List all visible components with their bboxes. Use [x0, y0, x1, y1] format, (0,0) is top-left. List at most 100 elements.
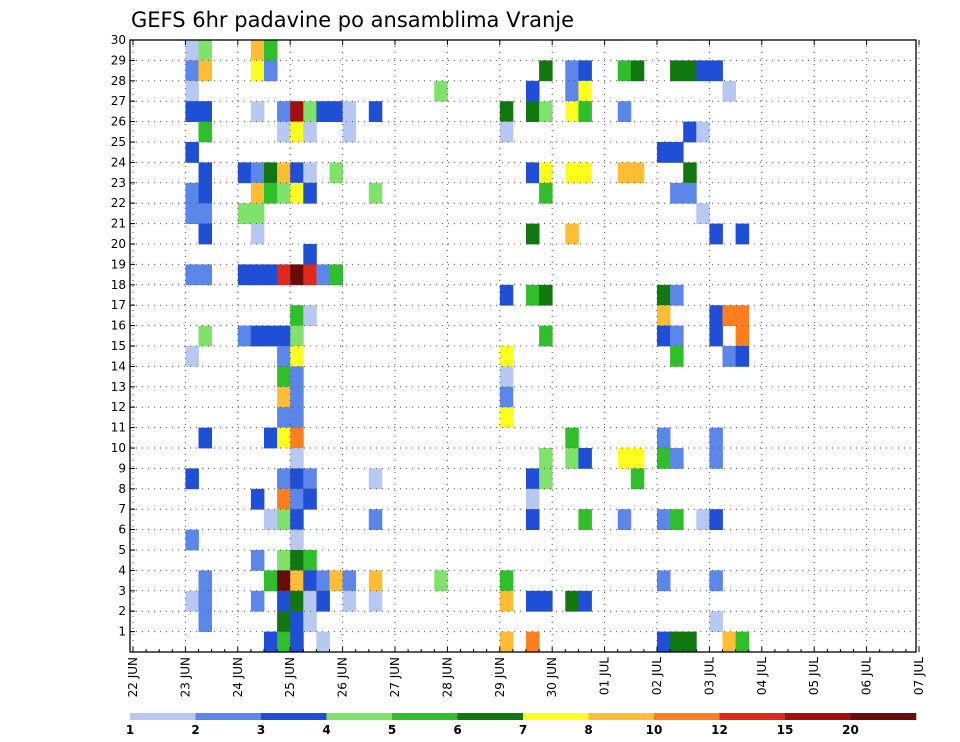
heatmap-cell: [277, 468, 291, 490]
heatmap-cell: [185, 346, 199, 367]
y-tick-label: 1: [118, 625, 126, 639]
y-tick-label: 22: [111, 196, 126, 210]
heatmap-cell: [526, 284, 540, 306]
heatmap-cell: [264, 182, 278, 204]
heatmap-cell: [657, 305, 671, 326]
heatmap-cell: [617, 448, 632, 469]
color-legend: 1 2 3 4 5 6 7 8 10 12 15 20: [126, 713, 917, 737]
heatmap-cell: [237, 162, 252, 184]
heatmap-cell: [578, 448, 592, 469]
heatmap-cell: [290, 366, 304, 388]
heatmap-cell: [722, 631, 736, 653]
heatmap-cell: [709, 223, 723, 245]
heatmap-cell: [316, 570, 330, 592]
x-tick-label: 28 JUN: [440, 657, 454, 697]
heatmap-cell: [277, 590, 291, 612]
y-tick-label: 26: [111, 115, 126, 129]
y-tick-label: 30: [111, 33, 126, 47]
y-tick-label: 11: [111, 421, 126, 435]
heatmap-cell: [277, 407, 291, 428]
heatmap-cell: [670, 142, 684, 163]
legend-swatch: [719, 713, 786, 720]
legend-label: 1: [126, 723, 134, 737]
heatmap-cell: [185, 40, 199, 61]
heatmap-cell: [250, 182, 265, 204]
heatmap-cell: [499, 407, 514, 428]
heatmap-cell: [630, 468, 645, 490]
heatmap-cell: [657, 427, 671, 449]
heatmap-cell: [670, 182, 684, 204]
x-tick-label: 07 JUL: [912, 657, 926, 695]
x-tick-label: 02 JUL: [650, 657, 664, 695]
heatmap-cell: [264, 264, 278, 286]
heatmap-cell: [290, 590, 304, 612]
heatmap-cell: [250, 550, 265, 571]
heatmap-cell: [185, 264, 199, 286]
x-tick-label: 30 JUN: [545, 657, 559, 697]
heatmap-cell: [303, 468, 317, 490]
heatmap-cell: [683, 631, 697, 653]
heatmap-cell: [277, 509, 291, 530]
y-tick-label: 28: [111, 74, 126, 88]
heatmap-cell: [277, 611, 291, 632]
x-tick-label: 27 JUN: [388, 657, 402, 697]
x-tick-label: 24 JUN: [231, 657, 245, 697]
heatmap-cell: [499, 386, 514, 408]
heatmap-cell: [185, 142, 199, 163]
heatmap-cell: [198, 325, 212, 347]
x-tick-label: 05 JUL: [807, 657, 821, 695]
legend-label: 20: [842, 723, 859, 737]
y-tick-label: 7: [118, 502, 126, 516]
heatmap-cell: [657, 325, 671, 347]
heatmap-cell: [696, 60, 710, 82]
legend-label: 2: [191, 723, 199, 737]
heatmap-cell: [264, 631, 278, 653]
legend-label: 7: [519, 723, 527, 737]
heatmap-cell: [526, 631, 540, 653]
legend-swatch: [392, 713, 458, 720]
heatmap-cell: [277, 325, 291, 347]
heatmap-cell: [290, 407, 304, 428]
x-tick-label: 06 JUL: [860, 657, 874, 695]
heatmap-cell: [303, 488, 317, 510]
heatmap-cell: [539, 101, 553, 122]
heatmap-cell: [499, 121, 514, 143]
heatmap-cell: [198, 264, 212, 286]
x-tick-label: 25 JUN: [283, 657, 297, 697]
y-tick-label: 12: [111, 400, 126, 414]
y-tick-label: 20: [111, 237, 126, 251]
heatmap-cell: [565, 427, 579, 449]
y-axis-ticks: 1234567891011121314151617181920212223242…: [111, 33, 135, 639]
legend-swatch: [326, 713, 393, 720]
heatmap-cell: [670, 325, 684, 347]
legend-swatch: [850, 713, 917, 720]
heatmap-cell: [342, 101, 357, 122]
heatmap-cell: [657, 509, 671, 530]
heatmap-cell: [539, 448, 553, 469]
heatmap-cell: [526, 509, 540, 530]
heatmap-cell: [342, 121, 357, 143]
legend-swatch: [130, 713, 196, 720]
x-tick-label: 04 JUL: [755, 657, 769, 695]
heatmap-cell: [709, 448, 723, 469]
heatmap-cell: [617, 60, 632, 82]
heatmap-cell: [683, 121, 697, 143]
heatmap-cell: [683, 162, 697, 184]
heatmap-cell: [198, 611, 212, 632]
heatmap-cell: [290, 346, 304, 367]
heatmap-cell: [499, 284, 514, 306]
y-tick-label: 4: [118, 563, 126, 577]
x-tick-label: 03 JUL: [702, 657, 716, 695]
heatmap-cell: [277, 101, 291, 122]
legend-swatch: [654, 713, 720, 720]
heatmap-cell: [670, 60, 684, 82]
heatmap-cell: [722, 346, 736, 367]
legend-swatch: [195, 713, 262, 720]
dotted-grid: [130, 40, 920, 652]
heatmap-cell: [277, 162, 291, 184]
x-tick-label: 29 JUN: [493, 657, 507, 697]
heatmap-cell: [670, 448, 684, 469]
heatmap-cell: [290, 468, 304, 490]
heatmap-cell: [198, 182, 212, 204]
